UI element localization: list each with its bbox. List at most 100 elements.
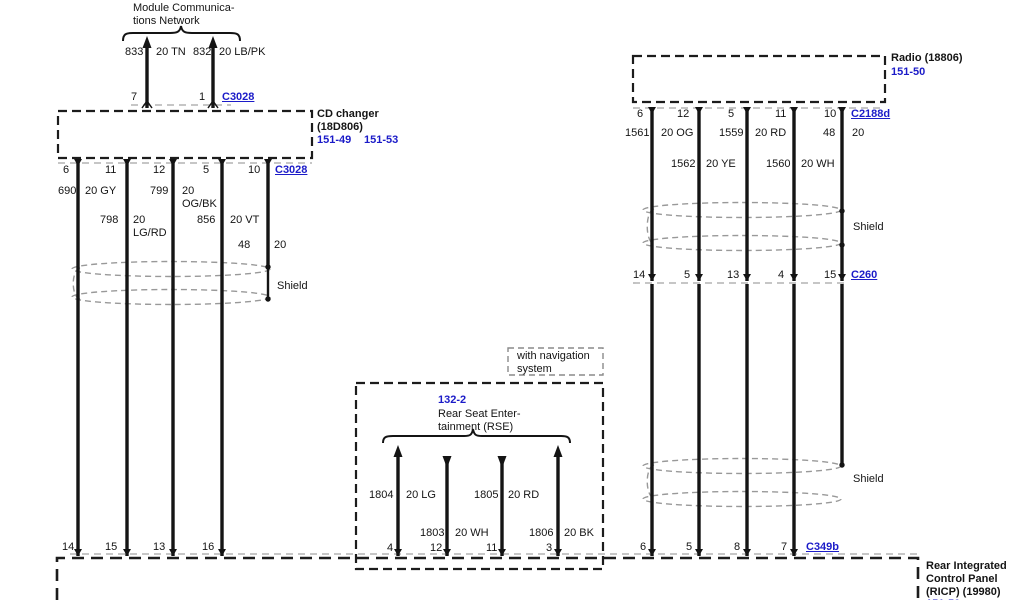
circuit-798: 798 [100, 214, 119, 226]
page-ref-151-50[interactable]: 151-50 [891, 66, 926, 78]
circuit-833: 833 [125, 46, 144, 58]
radio-pin: 12 [677, 108, 690, 120]
circuit-799: 799 [150, 185, 169, 197]
shield-symbols [71, 201, 842, 508]
gauge-20tn: 20 TN [156, 46, 186, 58]
ricp-pin: 13 [153, 541, 166, 553]
circuit-1560: 1560 [766, 158, 791, 170]
circuit-1562: 1562 [671, 158, 696, 170]
circuit-48-right: 48 [823, 127, 836, 139]
group-braces [122, 25, 571, 444]
nav-option-box [507, 347, 604, 376]
pin-7: 7 [131, 91, 138, 103]
connector-link-c3028-top[interactable]: C3028 [222, 91, 255, 103]
ricp-pin: 14 [62, 541, 75, 553]
gauge-20-right: 20 [852, 127, 865, 139]
gauge-20ogbk-line2: OG/BK [182, 198, 217, 210]
c349-pin: 5 [686, 541, 693, 553]
page-ref-ricp[interactable]: 151-50 [926, 598, 960, 600]
c260-pin: 13 [727, 269, 740, 281]
connector-link-c349b[interactable]: C349b [806, 541, 840, 553]
shield-label-right1: Shield [853, 221, 884, 233]
connector-link-c2188d[interactable]: C2188d [851, 108, 891, 120]
shield-label-left: Shield [277, 280, 308, 292]
c260-pin: 15 [824, 269, 837, 281]
ricp-title-line2: Control Panel [926, 573, 998, 585]
gauge-20rd: 20 RD [755, 127, 787, 139]
rse-pin: 4 [387, 542, 394, 554]
ricp-title-line1: Rear Integrated [926, 560, 1007, 572]
radio-pin: 11 [775, 108, 787, 120]
circuit-832: 832 [193, 46, 212, 58]
radio-pin: 10 [824, 108, 837, 120]
wires [76, 44, 844, 556]
radio-box [631, 54, 887, 104]
pin-1: 1 [199, 91, 206, 103]
gauge-20lg: 20 LG [406, 489, 436, 501]
cd-pin: 12 [153, 164, 166, 176]
gauge-20gy: 20 GY [85, 185, 117, 197]
rse-pin: 11 [486, 542, 498, 554]
circuit-1805: 1805 [474, 489, 499, 501]
c260-pin: 4 [778, 269, 785, 281]
radio-title: Radio (18806) [891, 52, 963, 64]
page-ref-151-53[interactable]: 151-53 [364, 134, 399, 146]
gauge-20ogbk-line1: 20 [182, 185, 195, 197]
shield-label-right2: Shield [853, 473, 884, 485]
cd-changer-title: CD changer [317, 108, 379, 120]
gauge-20: 20 [274, 239, 287, 251]
ricp-pin: 16 [202, 541, 215, 553]
circuit-856: 856 [197, 214, 216, 226]
radio-pin: 5 [728, 108, 735, 120]
connector-link-c260[interactable]: C260 [851, 269, 878, 281]
cd-pin: 6 [63, 164, 70, 176]
gauge-20lgrd-line1: 20 [133, 214, 146, 226]
gauge-20ye: 20 YE [706, 158, 736, 170]
c349-pin: 7 [781, 541, 788, 553]
c349-pin: 8 [734, 541, 741, 553]
c260-pin: 14 [633, 269, 646, 281]
connector-chevrons [141, 99, 219, 109]
circuit-1804: 1804 [369, 489, 394, 501]
nav-option-line2: system [517, 363, 552, 375]
ricp-title-line3: (RICP) (19980) [926, 586, 1001, 598]
nav-option-line1: with navigation [517, 350, 590, 362]
circuit-1559: 1559 [719, 127, 744, 139]
rse-box [354, 381, 605, 571]
cd-pin: 10 [248, 164, 261, 176]
circuit-1803: 1803 [420, 527, 445, 539]
shield-dots [265, 208, 845, 468]
circuit-690: 690 [58, 185, 77, 197]
gauge-20vt: 20 VT [230, 214, 260, 226]
cd-changer-box [56, 109, 314, 160]
rse-title-line2: tainment (RSE) [438, 421, 514, 433]
arrowheads [74, 36, 846, 556]
cd-pin: 11 [105, 164, 117, 176]
circuit-48: 48 [238, 239, 251, 251]
c349-pin: 6 [640, 541, 647, 553]
circuit-1561: 1561 [625, 127, 650, 139]
connector-separator-lines [58, 104, 918, 555]
gauge-20og: 20 OG [661, 127, 694, 139]
connector-link-c3028[interactable]: C3028 [275, 164, 308, 176]
ricp-box [55, 556, 920, 600]
cd-pin: 5 [203, 164, 210, 176]
c260-pin: 5 [684, 269, 691, 281]
rse-pin: 3 [546, 542, 553, 554]
gauge-20wh-rse: 20 WH [455, 527, 489, 539]
gauge-20rd-rse: 20 RD [508, 489, 540, 501]
network-label-line2: tions Network [133, 15, 200, 27]
network-label-line1: Module Communica- [133, 2, 235, 14]
gauge-20lgrd-line2: LG/RD [133, 227, 167, 239]
radio-pin: 6 [637, 108, 644, 120]
page-ref-151-49[interactable]: 151-49 [317, 134, 352, 146]
circuit-1806: 1806 [529, 527, 554, 539]
ricp-pin: 15 [105, 541, 118, 553]
gauge-20bk: 20 BK [564, 527, 594, 539]
rse-pin: 12 [430, 542, 443, 554]
gauge-20wh: 20 WH [801, 158, 835, 170]
page-ref-132-2[interactable]: 132-2 [438, 394, 467, 406]
rse-title-line1: Rear Seat Enter- [438, 408, 521, 420]
